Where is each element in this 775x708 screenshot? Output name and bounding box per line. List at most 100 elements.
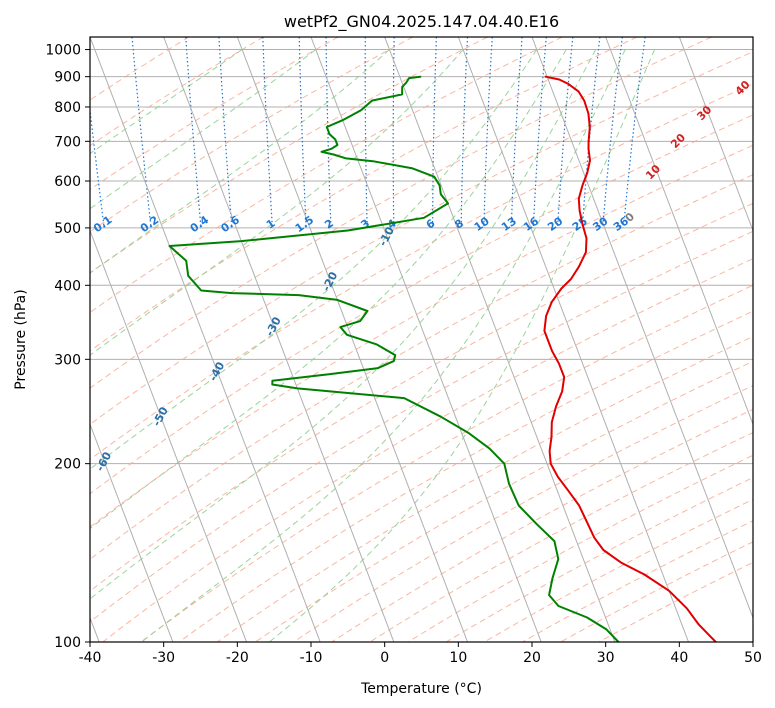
dry-adiabat [90,37,488,274]
dry-adiabat [90,202,753,592]
isotherm [90,37,321,642]
y-tick-label: 900 [54,70,81,86]
mixing-ratio-label: 30 [590,214,610,234]
dry-adiabat [90,174,753,561]
mixing-ratio-line [460,37,469,228]
y-tick-label: 1000 [45,43,81,59]
y-tick-label: 400 [54,278,81,294]
mixing-ratio-line [131,37,152,228]
mixing-ratio-line [298,37,307,228]
isotherm [457,37,689,642]
dry-adiabat [598,561,753,642]
isotherm [236,37,468,642]
temperature-line [543,75,717,642]
moist-adiabat [90,49,538,470]
x-tick-label: 30 [597,650,615,666]
isotherm-label: -30 [263,314,284,338]
chart-title: wetPf2_GN04.2025.147.04.40.E16 [284,12,559,32]
mixing-ratio-label: 6 [424,217,438,232]
isotherm [752,37,753,39]
y-tick-label: 200 [54,457,81,473]
mixing-ratio-label: 10 [472,214,492,234]
mixing-ratio-label: 25 [570,215,590,234]
dry-adiabat [90,230,753,623]
y-tick-label: 800 [54,100,81,116]
mixing-ratio-line [581,37,601,228]
isotherm [90,422,174,642]
mixing-ratio-line [185,37,202,228]
dewpoint-line [168,75,620,642]
mixing-ratio-label: 16 [521,214,541,234]
moist-adiabat [90,49,597,600]
x-axis-label: Temperature (°C) [360,681,482,697]
moist-adiabat [268,49,656,642]
isotherm-label: -80 [0,540,1,564]
isotherm-label: -20 [320,269,341,293]
mixing-ratio-label: 13 [499,215,519,234]
dry-adiabat [90,37,264,147]
x-tick-label: 0 [380,650,389,666]
isotherm-label: -50 [150,405,171,429]
dry-adiabat [484,498,753,642]
dry-adiabat [445,477,753,642]
x-tick-label: -30 [152,650,175,666]
x-tick-label: 10 [449,650,467,666]
moist-adiabat [90,49,464,356]
y-tick-label: 500 [54,221,81,237]
moist-adiabat-label: 20 [668,131,688,151]
dry-adiabat [140,284,753,642]
y-tick-label: 100 [54,635,81,651]
mixing-ratio-label: 0.4 [188,213,212,235]
isotherm [90,229,247,642]
dry-adiabat [331,408,753,642]
isotherm [163,37,395,642]
y-tick-label: 700 [54,134,81,150]
x-tick-label: 20 [523,650,541,666]
x-tick-label: -20 [226,650,249,666]
mixing-ratio-label: 0.2 [138,213,161,235]
isotherm [678,37,753,233]
mixing-ratio-line [532,37,547,228]
mixing-ratio-line [622,37,646,228]
moist-adiabat [90,49,567,530]
mixing-ratio-line [392,37,395,228]
isotherm [384,37,616,642]
mixing-ratio-line [557,37,574,228]
mixing-ratio-label: 0.1 [91,213,114,235]
mixing-ratio-line [90,105,105,228]
isotherm-label: -70 [37,495,58,519]
grid-layer [90,37,753,642]
y-tick-label: 600 [54,174,81,190]
moist-adiabat [90,49,243,155]
sounding-series [168,75,717,642]
dry-adiabat [178,310,753,642]
moist-adiabat-label: 10 [643,162,663,182]
mixing-ratio-line [602,37,623,228]
isotherm [605,37,753,426]
dry-adiabat [102,258,753,642]
mixing-ratio-label: 3 [358,217,372,232]
mixing-ratio-line [364,37,368,228]
mixing-ratio-label: 0.6 [219,213,243,235]
isotherm-label: -40 [207,359,228,383]
moist-adiabat-label: 30 [694,103,714,123]
dry-adiabat [90,37,339,191]
isotherm [531,37,753,620]
dry-adiabat [560,541,753,642]
dry-adiabat [90,37,563,314]
x-tick-label: 40 [670,650,688,666]
mixing-ratio-line [262,37,273,228]
dry-adiabat [90,144,753,528]
x-tick-label: -10 [300,650,323,666]
dry-adiabat [407,454,753,642]
dry-adiabat [293,385,753,642]
moist-adiabat [141,49,626,642]
mixing-ratio-label: 20 [545,214,565,234]
x-tick-label: 50 [744,650,762,666]
dry-adiabat [90,51,753,425]
mixing-ratio-label: 8 [452,217,466,232]
dry-adiabat [255,360,753,642]
mixing-ratio-label: 1 [264,217,278,232]
y-tick-label: 300 [54,352,81,368]
